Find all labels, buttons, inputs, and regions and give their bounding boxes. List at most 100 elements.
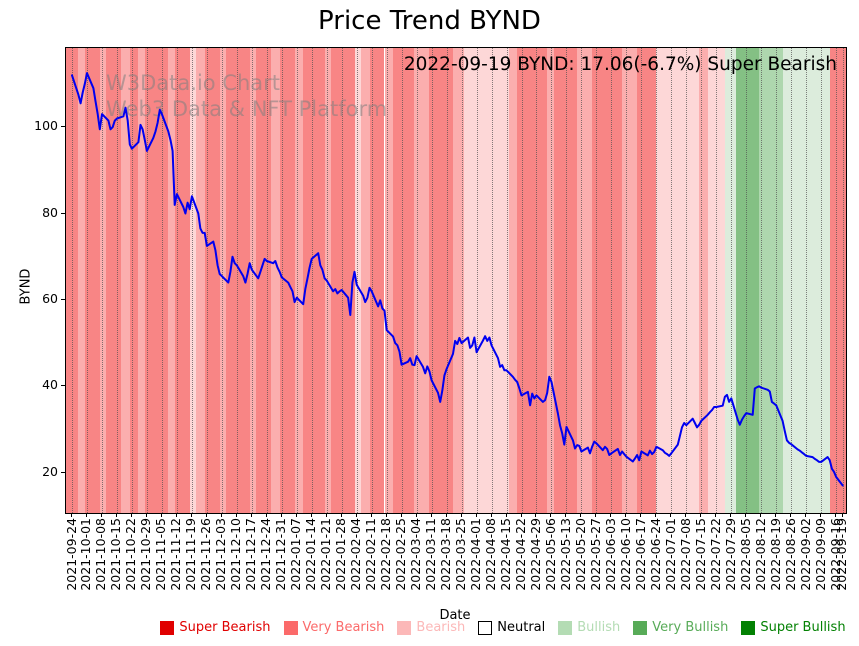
weekly-gridline (521, 48, 523, 513)
x-tick-mark (841, 513, 843, 517)
sentiment-band-bullish_light (724, 48, 736, 513)
x-tick-mark (700, 513, 702, 517)
x-tick-mark (445, 513, 447, 517)
x-tick-mark (460, 513, 462, 517)
legend-label: Super Bearish (179, 620, 271, 635)
x-tick-label: 2021-12-31 (273, 518, 289, 591)
legend-label: Bullish (577, 620, 621, 635)
weekly-gridline (101, 48, 103, 513)
x-tick-label: 2022-01-14 (303, 518, 319, 591)
sentiment-band-very_bearish (129, 48, 139, 513)
x-tick-label: 2022-04-22 (513, 518, 528, 591)
x-tick-mark (280, 513, 282, 517)
legend-label: Neutral (497, 620, 546, 635)
weekly-gridline (596, 48, 598, 513)
sentiment-band-bearish_light (707, 48, 725, 513)
weekly-gridline (836, 48, 838, 513)
y-tick-label: 20 (42, 463, 58, 479)
x-tick-label: 2021-10-22 (123, 518, 139, 591)
sentiment-band-bearish (196, 48, 205, 513)
x-tick-label: 2021-11-05 (153, 518, 169, 591)
watermark-line1: W3Data.io Chart (106, 71, 281, 95)
weekly-gridline (551, 48, 553, 513)
sentiment-band-very_bearish (303, 48, 325, 513)
weekly-gridline (116, 48, 118, 513)
legend-item-neutral: Neutral (478, 621, 545, 635)
x-tick-mark (565, 513, 567, 517)
x-tick-label: 2021-10-01 (78, 518, 94, 591)
x-tick-mark (520, 513, 522, 517)
legend-swatch-icon (397, 621, 412, 635)
x-tick-mark (655, 513, 657, 517)
weekly-gridline (206, 48, 208, 513)
weekly-gridline (776, 48, 778, 513)
x-tick-mark (430, 513, 432, 517)
x-tick-label: 2021-10-08 (93, 518, 109, 591)
x-tick-label: 2022-09-19 (834, 518, 850, 591)
x-tick-label: 2022-08-05 (737, 518, 753, 591)
x-tick-mark (160, 513, 162, 517)
sentiment-band-bearish (219, 48, 227, 513)
legend-swatch-icon (160, 621, 175, 635)
legend-item-super-bullish: Super Bullish (741, 621, 846, 635)
weekly-gridline (761, 48, 763, 513)
weekly-gridline (821, 48, 823, 513)
x-tick-label: 2022-06-17 (632, 518, 648, 591)
sentiment-band-very_bearish (84, 48, 100, 513)
y-tick-label: 100 (34, 118, 58, 134)
y-tick-label: 60 (42, 290, 58, 306)
x-tick-mark (625, 513, 627, 517)
sentiment-band-bearish (547, 48, 554, 513)
sentiment-band-very_bearish (369, 48, 385, 513)
weekly-gridline (416, 48, 418, 513)
legend-swatch-icon (283, 621, 298, 635)
x-tick-label: 2022-07-29 (722, 518, 738, 591)
weekly-gridline (581, 48, 583, 513)
x-tick-mark (745, 513, 747, 517)
weekly-gridline (686, 48, 688, 513)
sentiment-band-bearish (121, 48, 130, 513)
x-tick-label: 2022-02-04 (348, 518, 364, 591)
weekly-gridline (641, 48, 643, 513)
weekly-gridline (356, 48, 358, 513)
x-tick-mark (715, 513, 717, 517)
x-tick-mark (730, 513, 732, 517)
x-tick-mark (670, 513, 672, 517)
x-tick-label: 2021-10-15 (108, 518, 124, 591)
weekly-gridline (161, 48, 163, 513)
x-tick-mark (535, 513, 537, 517)
x-tick-label: 2022-03-04 (408, 518, 424, 591)
x-tick-mark (190, 513, 192, 517)
x-tick-mark (400, 513, 402, 517)
x-tick-mark (805, 513, 807, 517)
legend-swatch-icon (741, 621, 756, 635)
legend-item-very-bearish: Very Bearish (283, 621, 384, 635)
legend-item-bearish: Bearish (397, 621, 465, 635)
sentiment-band-bearish (271, 48, 280, 513)
legend-swatch-icon (633, 621, 648, 635)
weekly-gridline (506, 48, 508, 513)
x-tick-label: 2022-09-02 (797, 518, 813, 591)
legend-item-bullish: Bullish (558, 621, 620, 635)
watermark-line2: Web3 Data & NFT Platform (106, 97, 388, 122)
x-tick-label: 2022-08-26 (782, 518, 798, 591)
sentiment-band-bearish (168, 48, 175, 513)
x-tick-mark (205, 513, 207, 517)
sentiment-band-bearish (294, 48, 304, 513)
x-tick-label: 2022-02-11 (363, 518, 379, 591)
sentiment-band-very_bearish (331, 48, 355, 513)
x-tick-mark (775, 513, 777, 517)
y-tick-mark (61, 212, 65, 214)
x-tick-label: 2022-03-11 (423, 518, 439, 591)
x-tick-mark (595, 513, 597, 517)
sentiment-band-bearish (453, 48, 464, 513)
x-tick-mark (415, 513, 417, 517)
x-tick-mark (475, 513, 477, 517)
x-tick-label: 2022-05-06 (542, 518, 558, 591)
weekly-gridline (716, 48, 718, 513)
x-tick-mark (235, 513, 237, 517)
x-tick-mark (835, 513, 837, 517)
weekly-gridline (656, 48, 658, 513)
x-tick-mark (685, 513, 687, 517)
sentiment-band-bearish_light (354, 48, 361, 513)
